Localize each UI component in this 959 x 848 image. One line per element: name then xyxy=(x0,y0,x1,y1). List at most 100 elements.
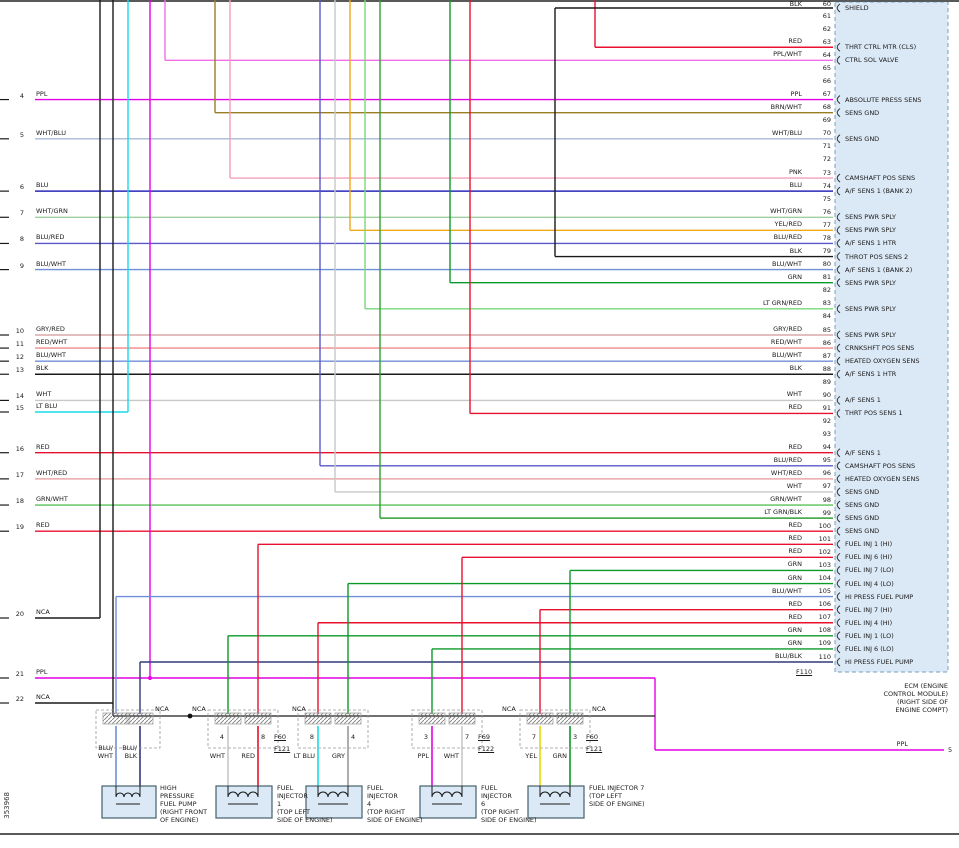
pin-number: 73 xyxy=(822,168,831,177)
pin-connector-bracket xyxy=(836,592,841,602)
pin-number: 61 xyxy=(822,11,831,20)
component-wire-color: GRN xyxy=(552,752,567,760)
connector-symbol xyxy=(448,712,476,725)
pin-function-label: THRT CTRL MTR (CLS) xyxy=(845,43,917,52)
pin-connector-bracket xyxy=(836,526,841,536)
pin-wire-color: RED xyxy=(788,547,802,556)
component-label: FUEL INJECTOR 7 (TOP LEFT SIDE OF ENGINE… xyxy=(589,784,645,808)
pin-function-label: THROT POS SENS 2 xyxy=(845,252,909,261)
left-entry-color: WHT/GRN xyxy=(36,207,68,216)
pin-function-label: CAMSHAFT POS SENS xyxy=(845,461,916,470)
component-wire-color: YEL xyxy=(525,752,537,760)
pin-number: 65 xyxy=(822,63,831,72)
pin-number: 63 xyxy=(822,37,831,46)
pin-connector-bracket xyxy=(836,212,841,222)
connector-pin-number: 3 xyxy=(423,733,428,741)
pin-wire-color: GRN xyxy=(787,573,802,582)
connector-ref: F60 xyxy=(274,733,287,741)
pin-connector-bracket xyxy=(836,500,841,510)
left-entry-number: 11 xyxy=(15,340,24,349)
left-entry-color: NCA xyxy=(36,608,50,616)
pin-number: 90 xyxy=(822,390,831,399)
pin-connector-bracket xyxy=(836,225,841,235)
pin-wire-color: GRY/RED xyxy=(773,325,802,333)
pin-connector-bracket xyxy=(836,657,841,667)
pin-connector-bracket xyxy=(836,265,841,275)
pin-wire-color: LT GRN/RED xyxy=(763,298,802,307)
connector-pin-number: 4 xyxy=(351,733,356,741)
exit-wire-color: PPL xyxy=(896,740,908,748)
pin-number: 68 xyxy=(822,103,831,112)
connector-symbol xyxy=(304,712,332,725)
pin-number: 103 xyxy=(818,560,831,569)
pin-wire-color: BLU/BLK xyxy=(774,652,802,660)
pin-number: 108 xyxy=(818,626,831,635)
component-label: FUEL INJECTOR 4 (TOP RIGHT SIDE OF ENGIN… xyxy=(367,784,423,824)
pin-wire-color: RED xyxy=(788,521,802,530)
pin-connector-bracket xyxy=(836,487,841,497)
pin-function-label: SHIELD xyxy=(845,4,869,12)
pin-function-label: A/F SENS 1 xyxy=(845,396,881,405)
pin-connector-bracket xyxy=(836,579,841,588)
left-entry-number: 17 xyxy=(15,470,24,479)
pin-function-label: HI PRESS FUEL PUMP xyxy=(845,592,914,601)
pin-number: 107 xyxy=(818,613,831,622)
pin-number: 81 xyxy=(822,273,831,282)
pin-function-label: FUEL INJ 7 (HI) xyxy=(845,605,893,614)
component-box xyxy=(215,785,273,819)
left-entry-number: 16 xyxy=(15,444,24,453)
pin-connector-bracket xyxy=(836,448,841,458)
left-entry-number: 10 xyxy=(15,327,24,335)
left-entry-number: 4 xyxy=(19,91,24,100)
pin-function-label: FUEL INJ 4 (LO) xyxy=(845,579,894,588)
pin-function-label: SENS GND xyxy=(845,134,880,143)
pin-function-label: SENS PWR SPLY xyxy=(845,213,896,222)
pin-number: 84 xyxy=(822,312,831,321)
connector-symbol xyxy=(102,712,130,725)
left-entry-number: 12 xyxy=(15,353,24,362)
pin-connector-bracket xyxy=(836,513,841,523)
pin-connector-bracket xyxy=(836,55,841,65)
left-entry-number: 22 xyxy=(15,695,24,703)
component-wire-color: LT BLU xyxy=(293,752,315,760)
pin-connector-bracket xyxy=(836,409,841,418)
pin-function-label: HEATED OXYGEN SENS xyxy=(845,357,920,366)
ecm-connector-ref: F110 xyxy=(796,668,813,676)
pin-number: 101 xyxy=(818,534,831,543)
pin-wire-color: WHT/BLU xyxy=(772,128,802,137)
pin-function-label: SENS GND xyxy=(845,514,880,523)
pin-connector-bracket xyxy=(836,134,841,144)
pin-connector-bracket xyxy=(836,252,841,261)
left-entry-number: 14 xyxy=(15,392,24,401)
pin-wire-color: BRN/WHT xyxy=(770,102,802,111)
pin-function-label: A/F SENS 1 xyxy=(845,448,881,457)
left-entry-color: WHT/BLU xyxy=(36,128,66,137)
pin-wire-color: PNK xyxy=(788,168,802,177)
pin-connector-bracket xyxy=(836,95,841,104)
pin-number: 100 xyxy=(818,521,831,530)
left-entry-number: 18 xyxy=(15,497,24,506)
component-label: HIGH PRESSURE FUEL PUMP (RIGHT FRONT OF … xyxy=(160,784,208,824)
left-entry-number: 6 xyxy=(19,183,24,192)
pin-number: 105 xyxy=(818,587,831,596)
pin-number: 83 xyxy=(822,299,831,308)
pin-connector-bracket xyxy=(836,330,841,340)
pin-connector-bracket xyxy=(836,644,841,654)
exit-number: 5 xyxy=(948,745,953,754)
pin-wire-color: RED xyxy=(788,612,802,621)
connector-pin-number: 8 xyxy=(309,733,314,741)
left-entry-number: 13 xyxy=(15,366,24,375)
connector-symbol xyxy=(334,712,362,725)
connector-symbol xyxy=(126,712,154,725)
pin-number: 93 xyxy=(822,430,831,439)
pin-wire-color: BLK xyxy=(789,246,802,255)
pin-connector-bracket xyxy=(836,618,841,628)
component-box xyxy=(527,785,585,819)
pin-number: 69 xyxy=(822,116,831,125)
connector-pin-number: 3 xyxy=(573,733,578,741)
pin-wire-color: BLK xyxy=(789,364,802,373)
pin-connector-bracket xyxy=(836,631,841,641)
pin-connector-bracket xyxy=(836,278,841,288)
pin-function-label: SENS GND xyxy=(845,108,880,117)
